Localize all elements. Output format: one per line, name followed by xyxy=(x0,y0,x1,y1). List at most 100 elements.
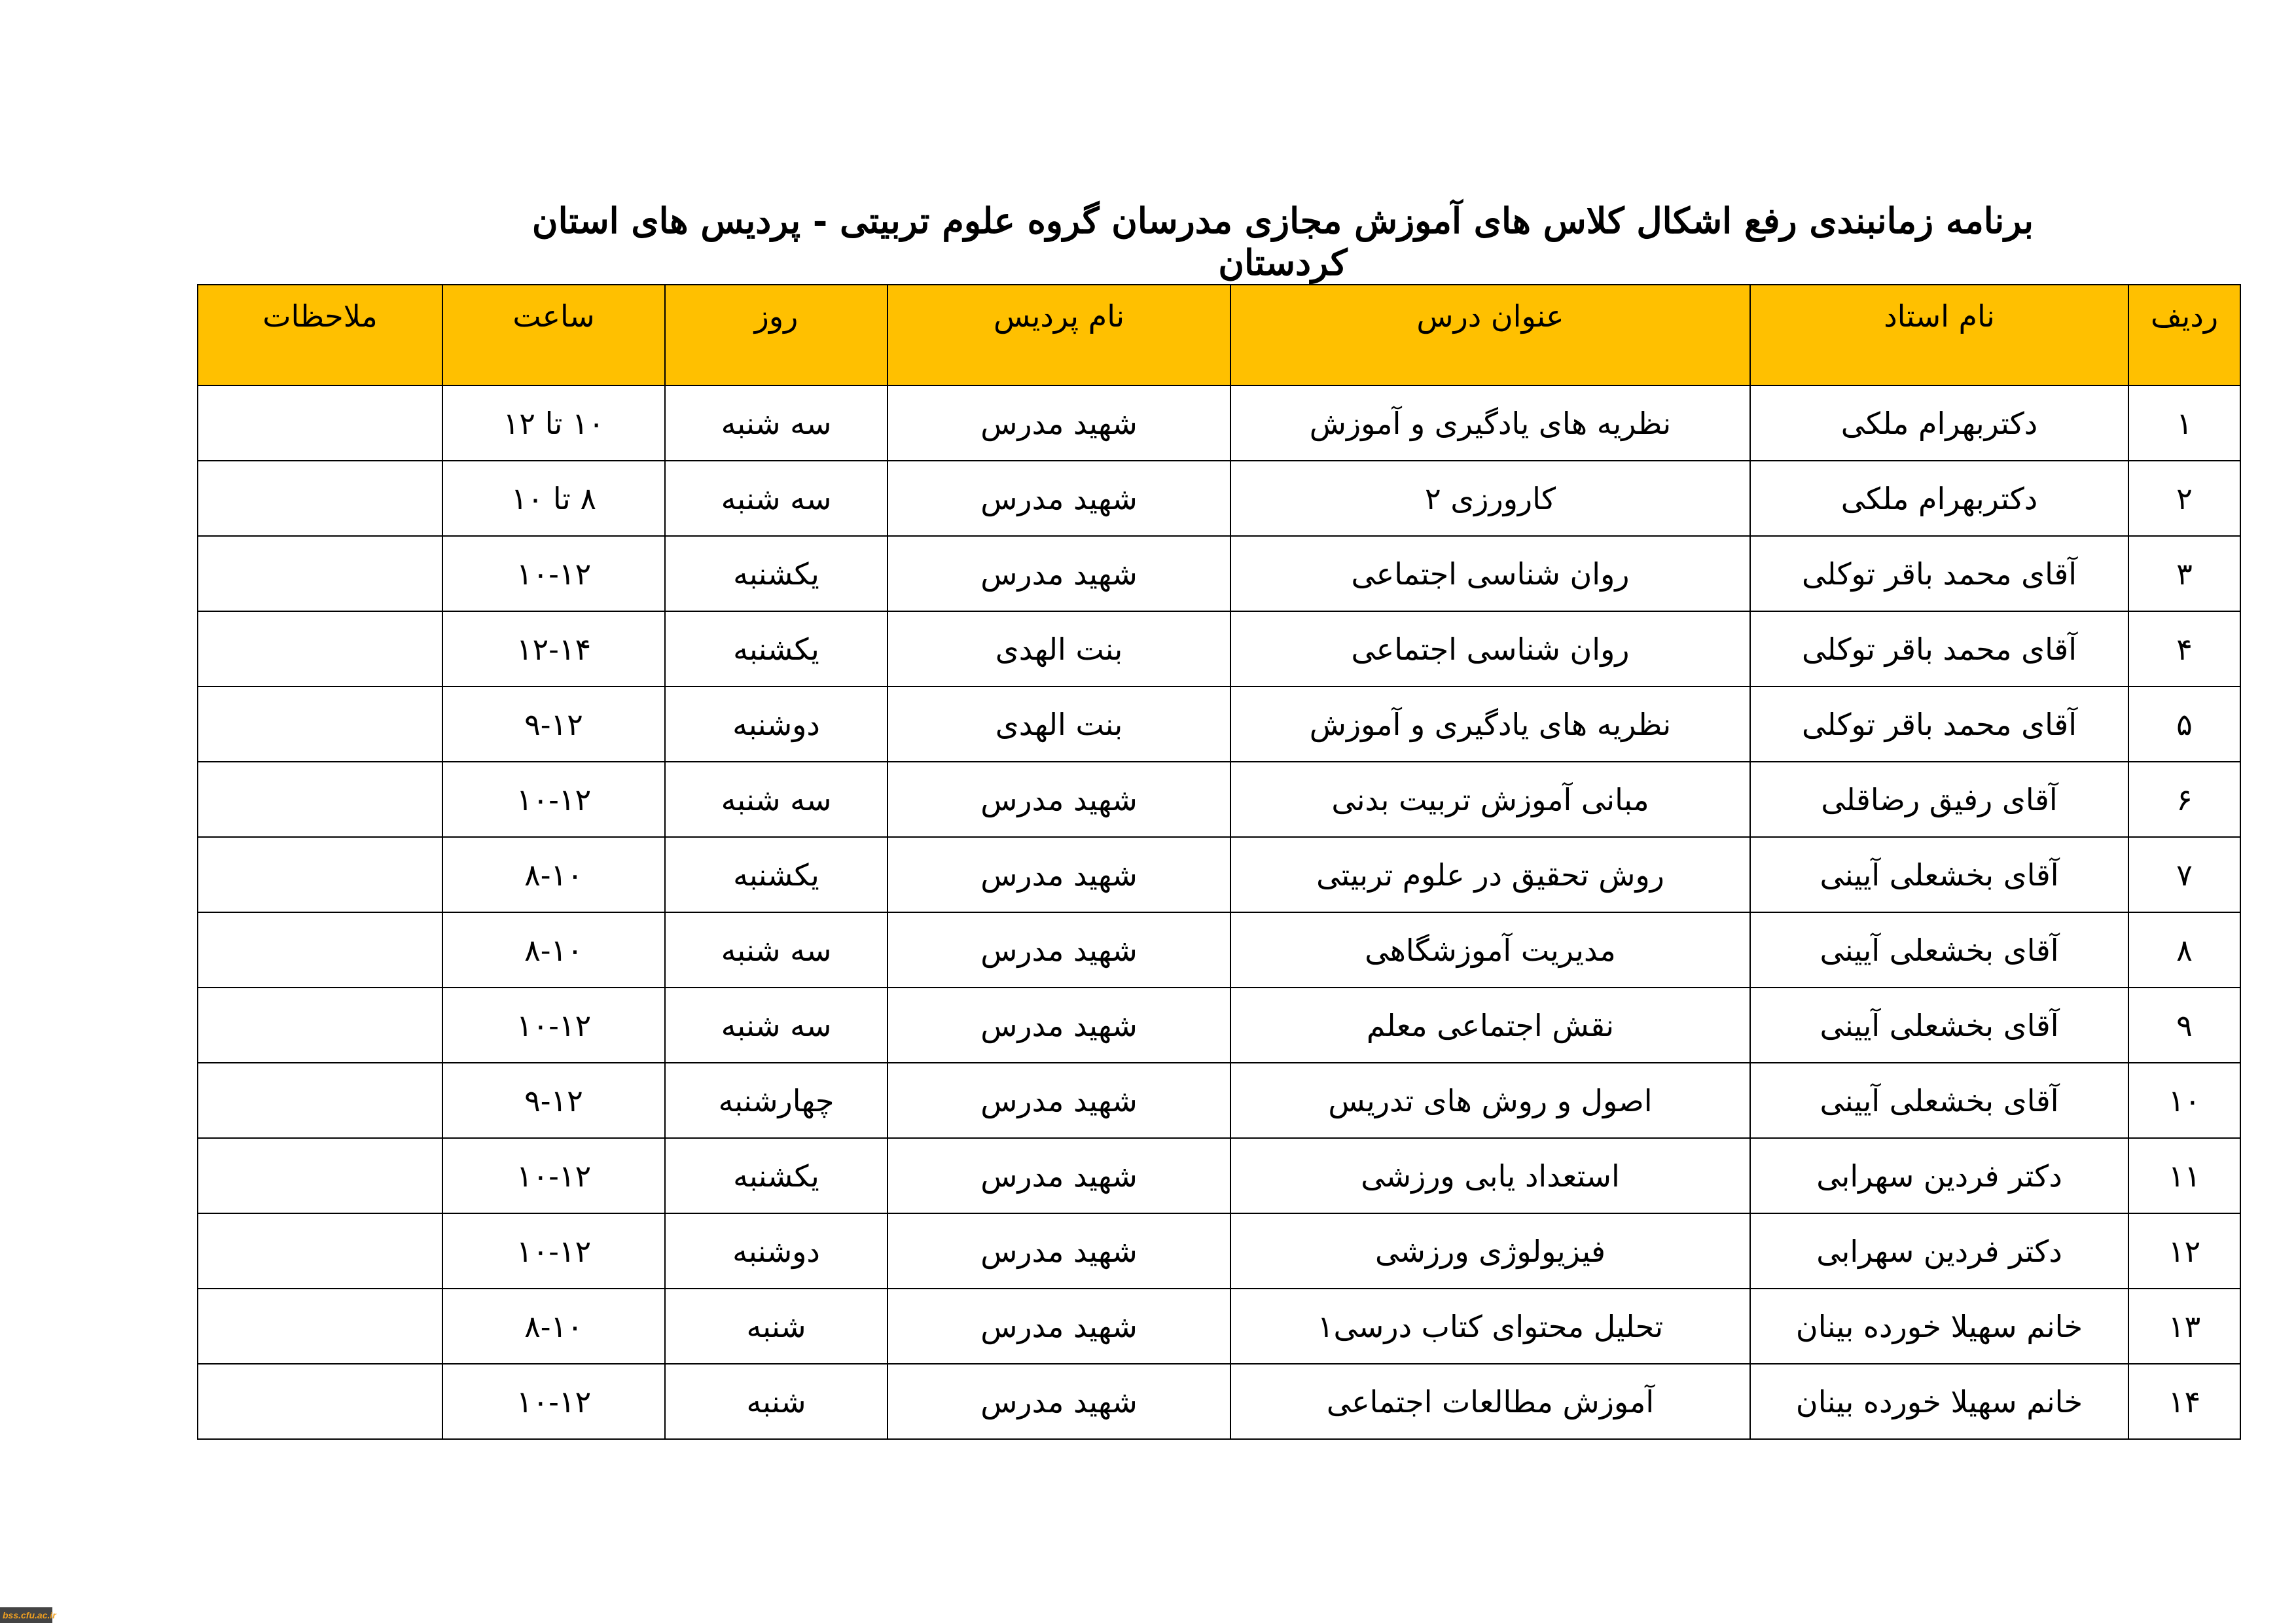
cell-day: یکشنبه xyxy=(664,611,888,687)
cell-instructor: خانم سهیلا خورده بینان xyxy=(1749,1288,2129,1364)
cell-day: یکشنبه xyxy=(664,535,888,612)
cell-notes xyxy=(197,836,443,913)
cell-time: ۱۰ تا ۱۲ xyxy=(442,385,666,461)
cell-row-number: ۱ xyxy=(2128,385,2241,461)
cell-course-title: روش تحقیق در علوم تربیتی xyxy=(1230,836,1751,913)
cell-course-title: تحلیل محتوای کتاب درسی۱ xyxy=(1230,1288,1751,1364)
cell-time: ۱۰-۱۲ xyxy=(442,1137,666,1214)
table-row: ۳ آقای محمد باقر توکلی روان شناسی اجتماعی ش… xyxy=(197,535,2241,612)
page-title: برنامه زمانبندی رفع اشکال کلاس های آموزش… xyxy=(531,200,2034,283)
cell-course-title: استعداد یابی ورزشی xyxy=(1230,1137,1751,1214)
cell-row-number: ۱۰ xyxy=(2128,1062,2241,1139)
cell-course-title: آموزش مطالعات اجتماعی xyxy=(1230,1363,1751,1440)
table-row: ۱۴ خانم سهیلا خورده بینان آموزش مطالعات اج… xyxy=(197,1363,2241,1440)
cell-day: سه شنبه xyxy=(664,385,888,461)
cell-notes xyxy=(197,1213,443,1289)
cell-instructor: آقای بخشعلی آیینی xyxy=(1749,1062,2129,1139)
cell-campus: شهید مدرس xyxy=(887,1137,1231,1214)
header-course-title: عنوان درس xyxy=(1230,284,1751,386)
cell-notes xyxy=(197,1062,443,1139)
cell-notes xyxy=(197,761,443,838)
table-row: ۵ آقای محمد باقر توکلی نظریه های یادگیری و… xyxy=(197,686,2241,762)
table-row: ۱۳ خانم سهیلا خورده بینان تحلیل محتوای کتا… xyxy=(197,1288,2241,1364)
cell-day: یکشنبه xyxy=(664,1137,888,1214)
header-day: روز xyxy=(664,284,888,386)
cell-time: ۸-۱۰ xyxy=(442,1288,666,1364)
header-row-number: ردیف xyxy=(2128,284,2241,386)
cell-time: ۹-۱۲ xyxy=(442,686,666,762)
cell-row-number: ۱۲ xyxy=(2128,1213,2241,1289)
cell-row-number: ۶ xyxy=(2128,761,2241,838)
cell-campus: شهید مدرس xyxy=(887,836,1231,913)
cell-notes xyxy=(197,912,443,988)
cell-row-number: ۲ xyxy=(2128,460,2241,537)
cell-course-title: مدیریت آموزشگاهی xyxy=(1230,912,1751,988)
cell-time: ۱۰-۱۲ xyxy=(442,1213,666,1289)
cell-notes xyxy=(197,987,443,1063)
cell-instructor: آقای رفیق رضاقلی xyxy=(1749,761,2129,838)
table-row: ۱۱ دکتر فردین سهرابی استعداد یابی ورزشی شهی… xyxy=(197,1137,2241,1214)
cell-time: ۱۰-۱۲ xyxy=(442,535,666,612)
cell-day: دوشنبه xyxy=(664,686,888,762)
table-row: ۷ آقای بخشعلی آیینی روش تحقیق در علوم تربی… xyxy=(197,836,2241,913)
cell-time: ۱۰-۱۲ xyxy=(442,761,666,838)
cell-course-title: روان شناسی اجتماعی xyxy=(1230,535,1751,612)
cell-day: سه شنبه xyxy=(664,987,888,1063)
cell-instructor: آقای بخشعلی آیینی xyxy=(1749,912,2129,988)
table-row: ۶ آقای رفیق رضاقلی مبانی آموزش تربیت بدنی ش… xyxy=(197,761,2241,838)
cell-notes xyxy=(197,1137,443,1214)
table-row: ۹ آقای بخشعلی آیینی نقش اجتماعی معلم شهید م… xyxy=(197,987,2241,1063)
cell-notes xyxy=(197,385,443,461)
cell-notes xyxy=(197,611,443,687)
table-row: ۱۰ آقای بخشعلی آیینی اصول و روش های تدریس ش… xyxy=(197,1062,2241,1139)
cell-instructor: دکتربهرام ملکی xyxy=(1749,460,2129,537)
cell-notes xyxy=(197,535,443,612)
cell-campus: شهید مدرس xyxy=(887,1062,1231,1139)
cell-day: چهارشنبه xyxy=(664,1062,888,1139)
cell-row-number: ۹ xyxy=(2128,987,2241,1063)
cell-time: ۸-۱۰ xyxy=(442,836,666,913)
header-time: ساعت xyxy=(442,284,666,386)
cell-day: سه شنبه xyxy=(664,460,888,537)
cell-course-title: نظریه های یادگیری و آموزش xyxy=(1230,385,1751,461)
cell-time: ۱۰-۱۲ xyxy=(442,1363,666,1440)
cell-instructor: آقای محمد باقر توکلی xyxy=(1749,535,2129,612)
cell-day: شنبه xyxy=(664,1363,888,1440)
cell-campus: شهید مدرس xyxy=(887,460,1231,537)
cell-day: یکشنبه xyxy=(664,836,888,913)
cell-campus: شهید مدرس xyxy=(887,1213,1231,1289)
cell-instructor: دکتربهرام ملکی xyxy=(1749,385,2129,461)
cell-row-number: ۷ xyxy=(2128,836,2241,913)
cell-row-number: ۱۱ xyxy=(2128,1137,2241,1214)
cell-instructor: دکتر فردین سهرابی xyxy=(1749,1213,2129,1289)
cell-time: ۱۲-۱۴ xyxy=(442,611,666,687)
cell-notes xyxy=(197,460,443,537)
table-row: ۲ دکتربهرام ملکی کارورزی ۲ شهید مدرس سه شنبه… xyxy=(197,460,2241,537)
header-campus: نام پردیس xyxy=(887,284,1231,386)
cell-notes xyxy=(197,1363,443,1440)
watermark-logo: bss.cfu.ac.ir xyxy=(0,1607,56,1623)
cell-campus: شهید مدرس xyxy=(887,912,1231,988)
cell-day: سه شنبه xyxy=(664,761,888,838)
cell-campus: بنت الهدی xyxy=(887,611,1231,687)
cell-instructor: آقای محمد باقر توکلی xyxy=(1749,686,2129,762)
cell-time: ۱۰-۱۲ xyxy=(442,987,666,1063)
cell-time: ۸-۱۰ xyxy=(442,912,666,988)
table-row: ۸ آقای بخشعلی آیینی مدیریت آموزشگاهی شهید م… xyxy=(197,912,2241,988)
cell-time: ۹-۱۲ xyxy=(442,1062,666,1139)
table-row: ۱ دکتربهرام ملکی نظریه های یادگیری و آموزش… xyxy=(197,385,2241,461)
header-notes: ملاحظات xyxy=(197,284,443,386)
cell-notes xyxy=(197,1288,443,1364)
cell-row-number: ۳ xyxy=(2128,535,2241,612)
cell-day: سه شنبه xyxy=(664,912,888,988)
cell-course-title: کارورزی ۲ xyxy=(1230,460,1751,537)
cell-row-number: ۱۳ xyxy=(2128,1288,2241,1364)
cell-instructor: خانم سهیلا خورده بینان xyxy=(1749,1363,2129,1440)
cell-campus: شهید مدرس xyxy=(887,535,1231,612)
cell-course-title: روان شناسی اجتماعی xyxy=(1230,611,1751,687)
cell-instructor: دکتر فردین سهرابی xyxy=(1749,1137,2129,1214)
cell-row-number: ۸ xyxy=(2128,912,2241,988)
cell-instructor: آقای بخشعلی آیینی xyxy=(1749,987,2129,1063)
cell-time: ۸ تا ۱۰ xyxy=(442,460,666,537)
cell-course-title: نظریه های یادگیری و آموزش xyxy=(1230,686,1751,762)
